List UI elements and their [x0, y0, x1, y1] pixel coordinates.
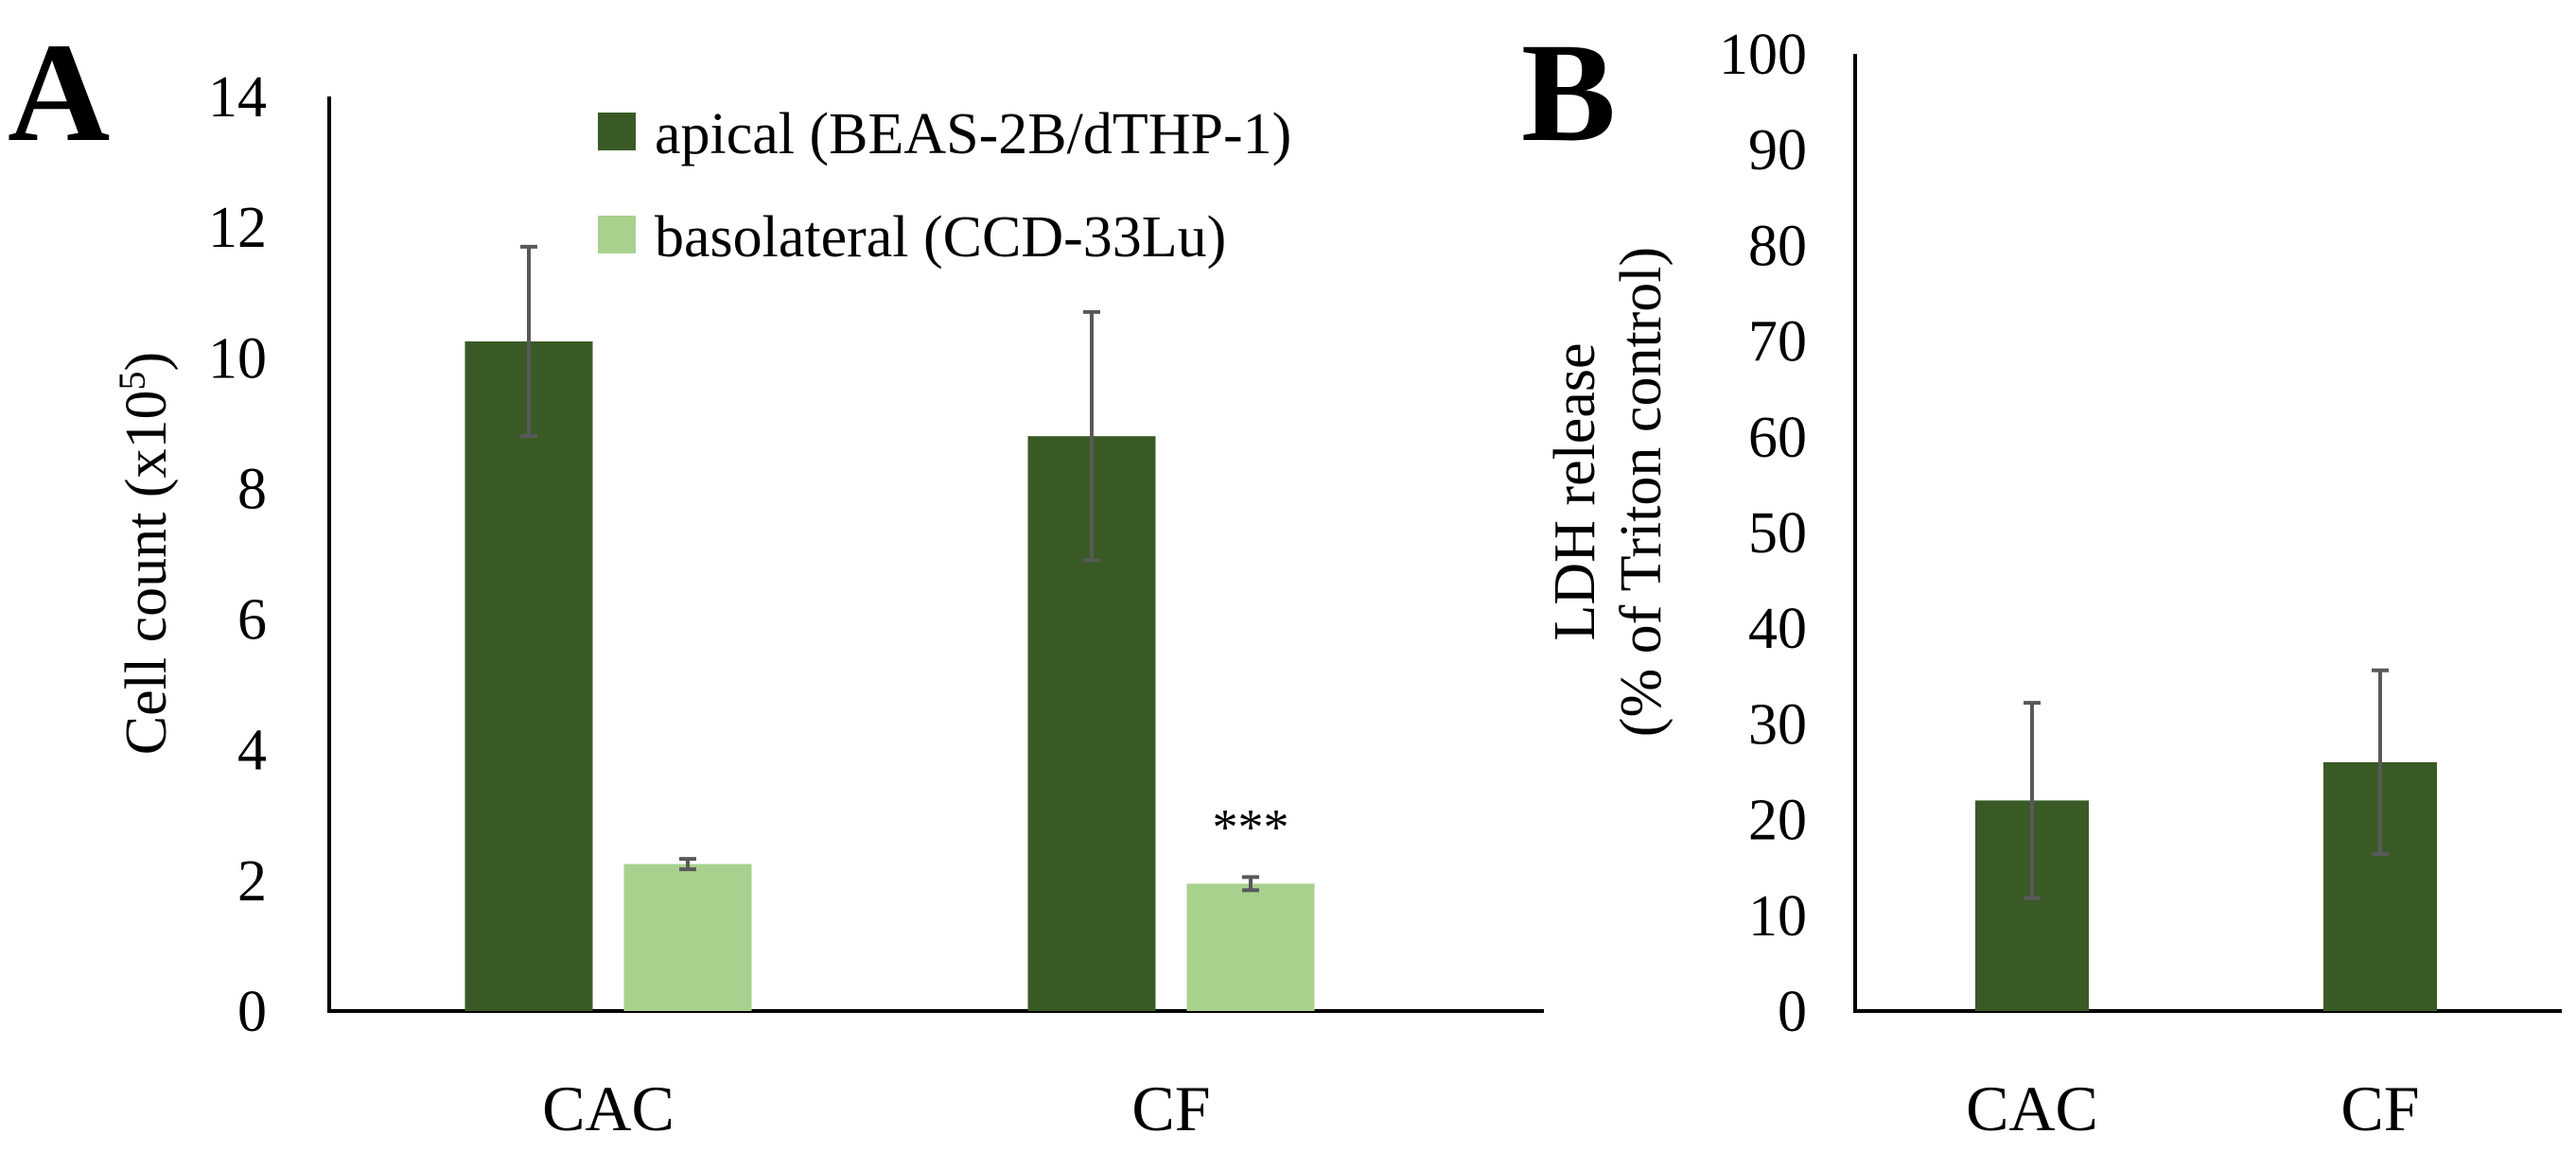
panel-b-y-tick-label: 90: [1748, 118, 1807, 183]
panel-a-y-axis-label-superscript: 5: [111, 371, 153, 390]
panel-b-y-tick-label: 60: [1748, 406, 1807, 470]
panel-a-significance-annotation: ***: [1213, 798, 1289, 855]
panel-a-y-tick-label: 6: [237, 588, 267, 653]
panel-b-y-tick-label: 40: [1748, 597, 1807, 661]
panel-b-y-tick-label: 30: [1748, 692, 1807, 757]
panel-a-error-bar-apical-beas-2b-dthp-1-cf: [1083, 309, 1100, 563]
panel-a-y-tick-label: 8: [237, 457, 267, 521]
panel-b-letter: B: [1521, 14, 1616, 171]
panel-a-y-tick-label: 12: [208, 196, 267, 260]
panel-a-y-tick-label: 4: [237, 719, 267, 783]
panel-a-y-axis-label-text: Cell count (x10: [114, 390, 179, 755]
panel-a-bar-apical-beas-2b-dthp-1-cac: [464, 341, 593, 1012]
panel-a-bar-basolateral-ccd-33lu-cac: [623, 863, 752, 1011]
panel-a-y-tick-label: 0: [237, 980, 267, 1044]
panel-b-y-ticks: 0 10 20 30 40 50 60 70 80 90 100: [1719, 23, 1807, 1044]
panel-a-y-tick-label: 14: [208, 65, 267, 130]
panel-a-bar-basolateral-ccd-33lu-cf: [1186, 883, 1315, 1011]
panel-b-y-tick-label: 0: [1778, 980, 1807, 1044]
panel-a-category-labels: CAC CF: [542, 1073, 1211, 1144]
panel-a-y-tick-label: 10: [208, 326, 267, 391]
panel-b-error-bar-ldh-release-cf: [2372, 668, 2389, 857]
panel-a-y-ticks: 0 2 4 6 8 10 12 14: [208, 65, 267, 1044]
panel-a-bars: ***: [464, 244, 1315, 1012]
panel-b-y-axis-label-line1: LDH release: [1543, 343, 1607, 641]
panel-b-y-tick-label: 10: [1748, 884, 1807, 949]
panel-b-category-label-cac: CAC: [1966, 1073, 2098, 1144]
panel-b-y-tick-label: 70: [1748, 310, 1807, 375]
legend-swatch-apical: [598, 113, 636, 150]
panel-b-bars: [1975, 668, 2437, 1011]
panel-b-y-tick-label: 20: [1748, 789, 1807, 853]
panel-a-error-bar-basolateral-ccd-33lu-cf: [1242, 875, 1259, 893]
panel-a-error-bar-basolateral-ccd-33lu-cac: [679, 857, 696, 872]
legend-label-basolateral: basolateral (CCD-33Lu): [655, 205, 1226, 270]
legend-label-apical: apical (BEAS-2B/dTHP-1): [655, 102, 1291, 166]
panel-b-y-tick-label: 100: [1719, 23, 1807, 87]
panel-b-category-labels: CAC CF: [1966, 1073, 2420, 1144]
panel-a-category-label-cac: CAC: [542, 1073, 675, 1144]
panel-a-letter: A: [8, 14, 110, 171]
panel-b-error-bar-ldh-release-cac: [2024, 701, 2041, 900]
legend-swatch-basolateral: [598, 216, 636, 253]
panel-b-category-label-cf: CF: [2340, 1073, 2419, 1144]
panel-a-y-tick-label: 2: [237, 849, 267, 914]
panel-b-y-tick-label: 50: [1748, 501, 1807, 566]
panel-b-y-axis-label-line2: (% of Triton control): [1609, 247, 1674, 737]
panel-b-y-tick-label: 80: [1748, 214, 1807, 278]
panel-a-y-axis-label: Cell count (x105): [111, 352, 179, 755]
panel-a-y-axis-label-close: ): [114, 352, 179, 372]
panel-a-category-label-cf: CF: [1131, 1073, 1210, 1144]
panel-a-error-bar-apical-beas-2b-dthp-1-cac: [520, 244, 537, 439]
panel-b: B 0 10 20 30 40 50 60 70 80 90 100 LDH release (% …: [1521, 14, 2562, 1144]
panel-a-legend: apical (BEAS-2B/dTHP-1) basolateral (CCD…: [598, 102, 1291, 270]
